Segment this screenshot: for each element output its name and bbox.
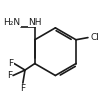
Text: F: F	[20, 84, 25, 93]
Text: Cl: Cl	[90, 33, 99, 42]
Text: H₂N: H₂N	[4, 18, 21, 27]
Text: F: F	[8, 59, 13, 68]
Text: NH: NH	[28, 18, 42, 27]
Text: F: F	[7, 71, 12, 80]
